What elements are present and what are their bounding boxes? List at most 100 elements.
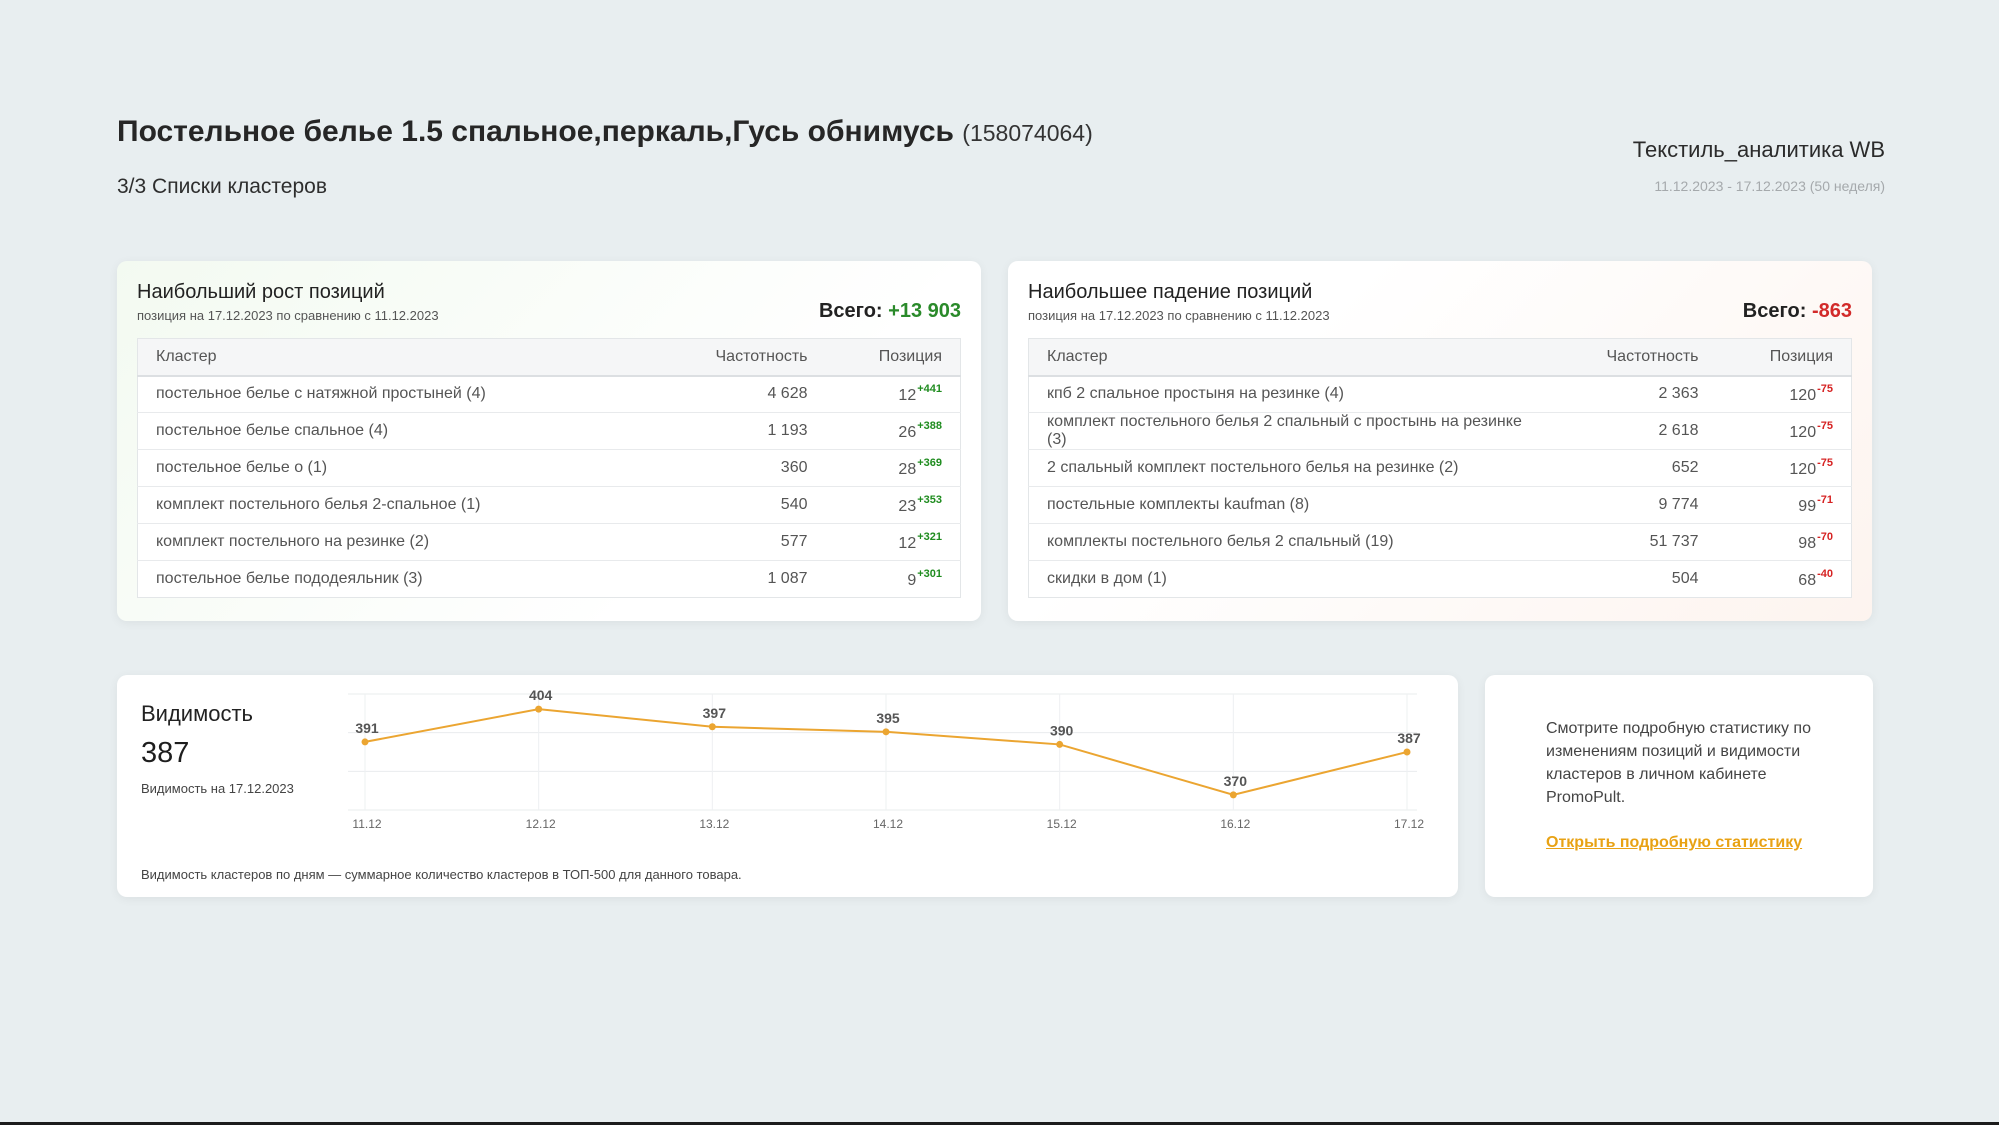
bottom-divider — [0, 1122, 1999, 1125]
cluster-frequency: 577 — [665, 523, 826, 561]
data-point — [1056, 740, 1064, 748]
data-label: 390 — [1050, 722, 1074, 738]
position-value: 12 — [898, 535, 917, 552]
column-header-frequency[interactable]: Частотность — [665, 338, 826, 377]
position-value: 9 — [907, 572, 917, 589]
column-header-position[interactable]: Позиция — [1716, 338, 1852, 377]
growth-table-body: постельное белье с натяжной простыней (4… — [137, 375, 961, 598]
column-header-cluster[interactable]: Кластер — [137, 338, 666, 377]
data-label: 391 — [355, 720, 379, 736]
data-point — [882, 728, 890, 736]
position-value: 120 — [1789, 461, 1817, 478]
cluster-name: комплект постельного на резинке (2) — [137, 523, 666, 561]
cluster-frequency: 9 774 — [1556, 486, 1717, 524]
cluster-position: 12+441 — [825, 375, 961, 413]
cluster-frequency: 360 — [665, 449, 826, 487]
cluster-frequency: 2 363 — [1556, 375, 1717, 413]
table-row: комплект постельного белья 2 спальный с … — [1028, 412, 1852, 450]
cluster-frequency: 4 628 — [665, 375, 826, 413]
position-value: 98 — [1798, 535, 1817, 552]
cluster-position: 120-75 — [1716, 375, 1852, 413]
table-row: комплект постельного белья 2-спальное (1… — [137, 486, 961, 524]
position-delta: -71 — [1817, 494, 1833, 506]
data-label: 395 — [876, 710, 900, 726]
cluster-frequency: 652 — [1556, 449, 1717, 487]
data-point — [708, 723, 716, 731]
cluster-name: комплекты постельного белья 2 спальный (… — [1028, 523, 1557, 561]
data-label: 387 — [1397, 730, 1421, 746]
cluster-position: 9+301 — [825, 560, 961, 598]
position-delta: +369 — [917, 457, 942, 469]
growth-card-title: Наибольший рост позиций — [137, 281, 385, 303]
position-value: 68 — [1798, 572, 1817, 589]
date-range: 11.12.2023 - 17.12.2023 (50 неделя) — [1654, 178, 1885, 194]
brand-name: Текстиль_аналитика WB — [1632, 137, 1885, 162]
x-tick-label: 14.12 — [873, 817, 903, 831]
position-delta: +353 — [917, 494, 942, 506]
cluster-name: постельное белье с натяжной простыней (4… — [137, 375, 666, 413]
info-card: Смотрите подробную статистику по изменен… — [1485, 675, 1873, 897]
cluster-position: 12+321 — [825, 523, 961, 561]
decline-total-value: -863 — [1811, 300, 1852, 322]
position-delta: +321 — [917, 531, 942, 543]
info-text: Смотрите подробную статистику по изменен… — [1546, 720, 1811, 806]
data-label: 370 — [1224, 773, 1248, 789]
position-value: 120 — [1789, 424, 1817, 441]
table-row: комплекты постельного белья 2 спальный (… — [1028, 523, 1852, 561]
position-delta: +301 — [917, 568, 942, 580]
visibility-line-chart: 391 404 397 395 390 370 387 11.12 12.12 13.12 14.1… — [348, 687, 1424, 831]
cluster-frequency: 1 193 — [665, 412, 826, 450]
visibility-card: Видимость 387 Видимость на 17.12.2023 39… — [117, 675, 1458, 897]
position-value: 12 — [898, 387, 917, 405]
cluster-position: 28+369 — [825, 449, 961, 487]
data-point — [535, 705, 543, 713]
position-value: 99 — [1798, 498, 1817, 515]
position-delta: -40 — [1817, 568, 1833, 580]
cluster-frequency: 504 — [1556, 560, 1717, 598]
position-delta: -75 — [1817, 383, 1833, 396]
growth-card: Наибольший рост позиций позиция на 17.12… — [117, 261, 981, 621]
cluster-name: комплект постельного белья 2-спальное (1… — [137, 486, 666, 524]
table-row: 2 спальный комплект постельного белья на… — [1028, 449, 1852, 487]
table-row: постельное белье спальное (4) 1 193 26+388 — [137, 412, 961, 450]
x-tick-label: 15.12 — [1047, 817, 1077, 831]
column-header-position[interactable]: Позиция — [825, 338, 961, 377]
table-row: постельное белье с натяжной простыней (4… — [137, 375, 961, 413]
column-header-cluster[interactable]: Кластер — [1028, 338, 1557, 377]
table-row: постельное белье о (1) 360 28+369 — [137, 449, 961, 487]
column-header-frequency[interactable]: Частотность — [1556, 338, 1717, 377]
cluster-position: 98-70 — [1716, 523, 1852, 561]
cluster-name: скидки в дом (1) — [1028, 560, 1557, 598]
cluster-frequency: 51 737 — [1556, 523, 1717, 561]
x-tick-label: 16.12 — [1220, 817, 1250, 831]
cluster-name: комплект постельного белья 2 спальный с … — [1028, 412, 1557, 450]
visibility-value: 387 — [141, 737, 190, 769]
cluster-position: 120-75 — [1716, 449, 1852, 487]
open-statistics-link[interactable]: Открыть подробную статистику — [1546, 834, 1803, 851]
page-title: Постельное белье 1.5 спальное,перкаль,Гу… — [117, 115, 1093, 149]
visibility-title: Видимость — [141, 701, 253, 726]
visibility-footnote: Видимость кластеров по дням — суммарное … — [141, 867, 742, 882]
cluster-frequency: 2 618 — [1556, 412, 1717, 450]
cluster-position: 68-40 — [1716, 560, 1852, 598]
table-header-row: Кластер Частотность Позиция — [137, 338, 961, 377]
position-delta: -75 — [1817, 457, 1833, 469]
cluster-position: 99-71 — [1716, 486, 1852, 524]
cluster-name: постельное белье спальное (4) — [137, 412, 666, 450]
position-delta: -75 — [1817, 420, 1833, 432]
cluster-position: 26+388 — [825, 412, 961, 450]
position-delta: -70 — [1817, 531, 1833, 543]
decline-card-note: позиция на 17.12.2023 по сравнению с 11.… — [1028, 308, 1330, 323]
data-point — [1229, 791, 1237, 799]
cluster-name: постельное белье о (1) — [137, 449, 666, 487]
cluster-frequency: 1 087 — [665, 560, 826, 598]
data-label: 397 — [703, 705, 727, 721]
product-title: Постельное белье 1.5 спальное,перкаль,Гу… — [117, 115, 954, 148]
growth-card-note: позиция на 17.12.2023 по сравнению с 11.… — [137, 308, 439, 323]
page-header: Постельное белье 1.5 спальное,перкаль,Гу… — [117, 115, 1885, 215]
visibility-date-note: Видимость на 17.12.2023 — [141, 781, 294, 796]
growth-table: Кластер Частотность Позиция постельное б… — [137, 338, 961, 598]
decline-table: Кластер Частотность Позиция кпб 2 спальн… — [1028, 338, 1852, 598]
cluster-frequency: 540 — [665, 486, 826, 524]
position-delta: +441 — [917, 383, 942, 396]
